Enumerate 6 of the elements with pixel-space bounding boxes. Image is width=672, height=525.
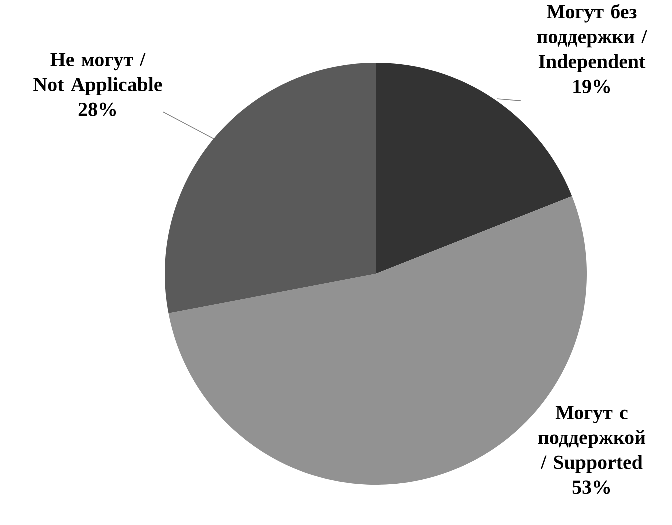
slice-label: Могут без поддержки / Independent	[537, 4, 648, 73]
data-label: 28%	[78, 102, 116, 116]
data-label: 53%	[572, 480, 610, 494]
slice-label: Могут с поддержкой / Supported	[538, 406, 646, 474]
slice-label: Не могут / Not Applicable	[34, 53, 162, 96]
data-label: 19%	[574, 80, 610, 94]
